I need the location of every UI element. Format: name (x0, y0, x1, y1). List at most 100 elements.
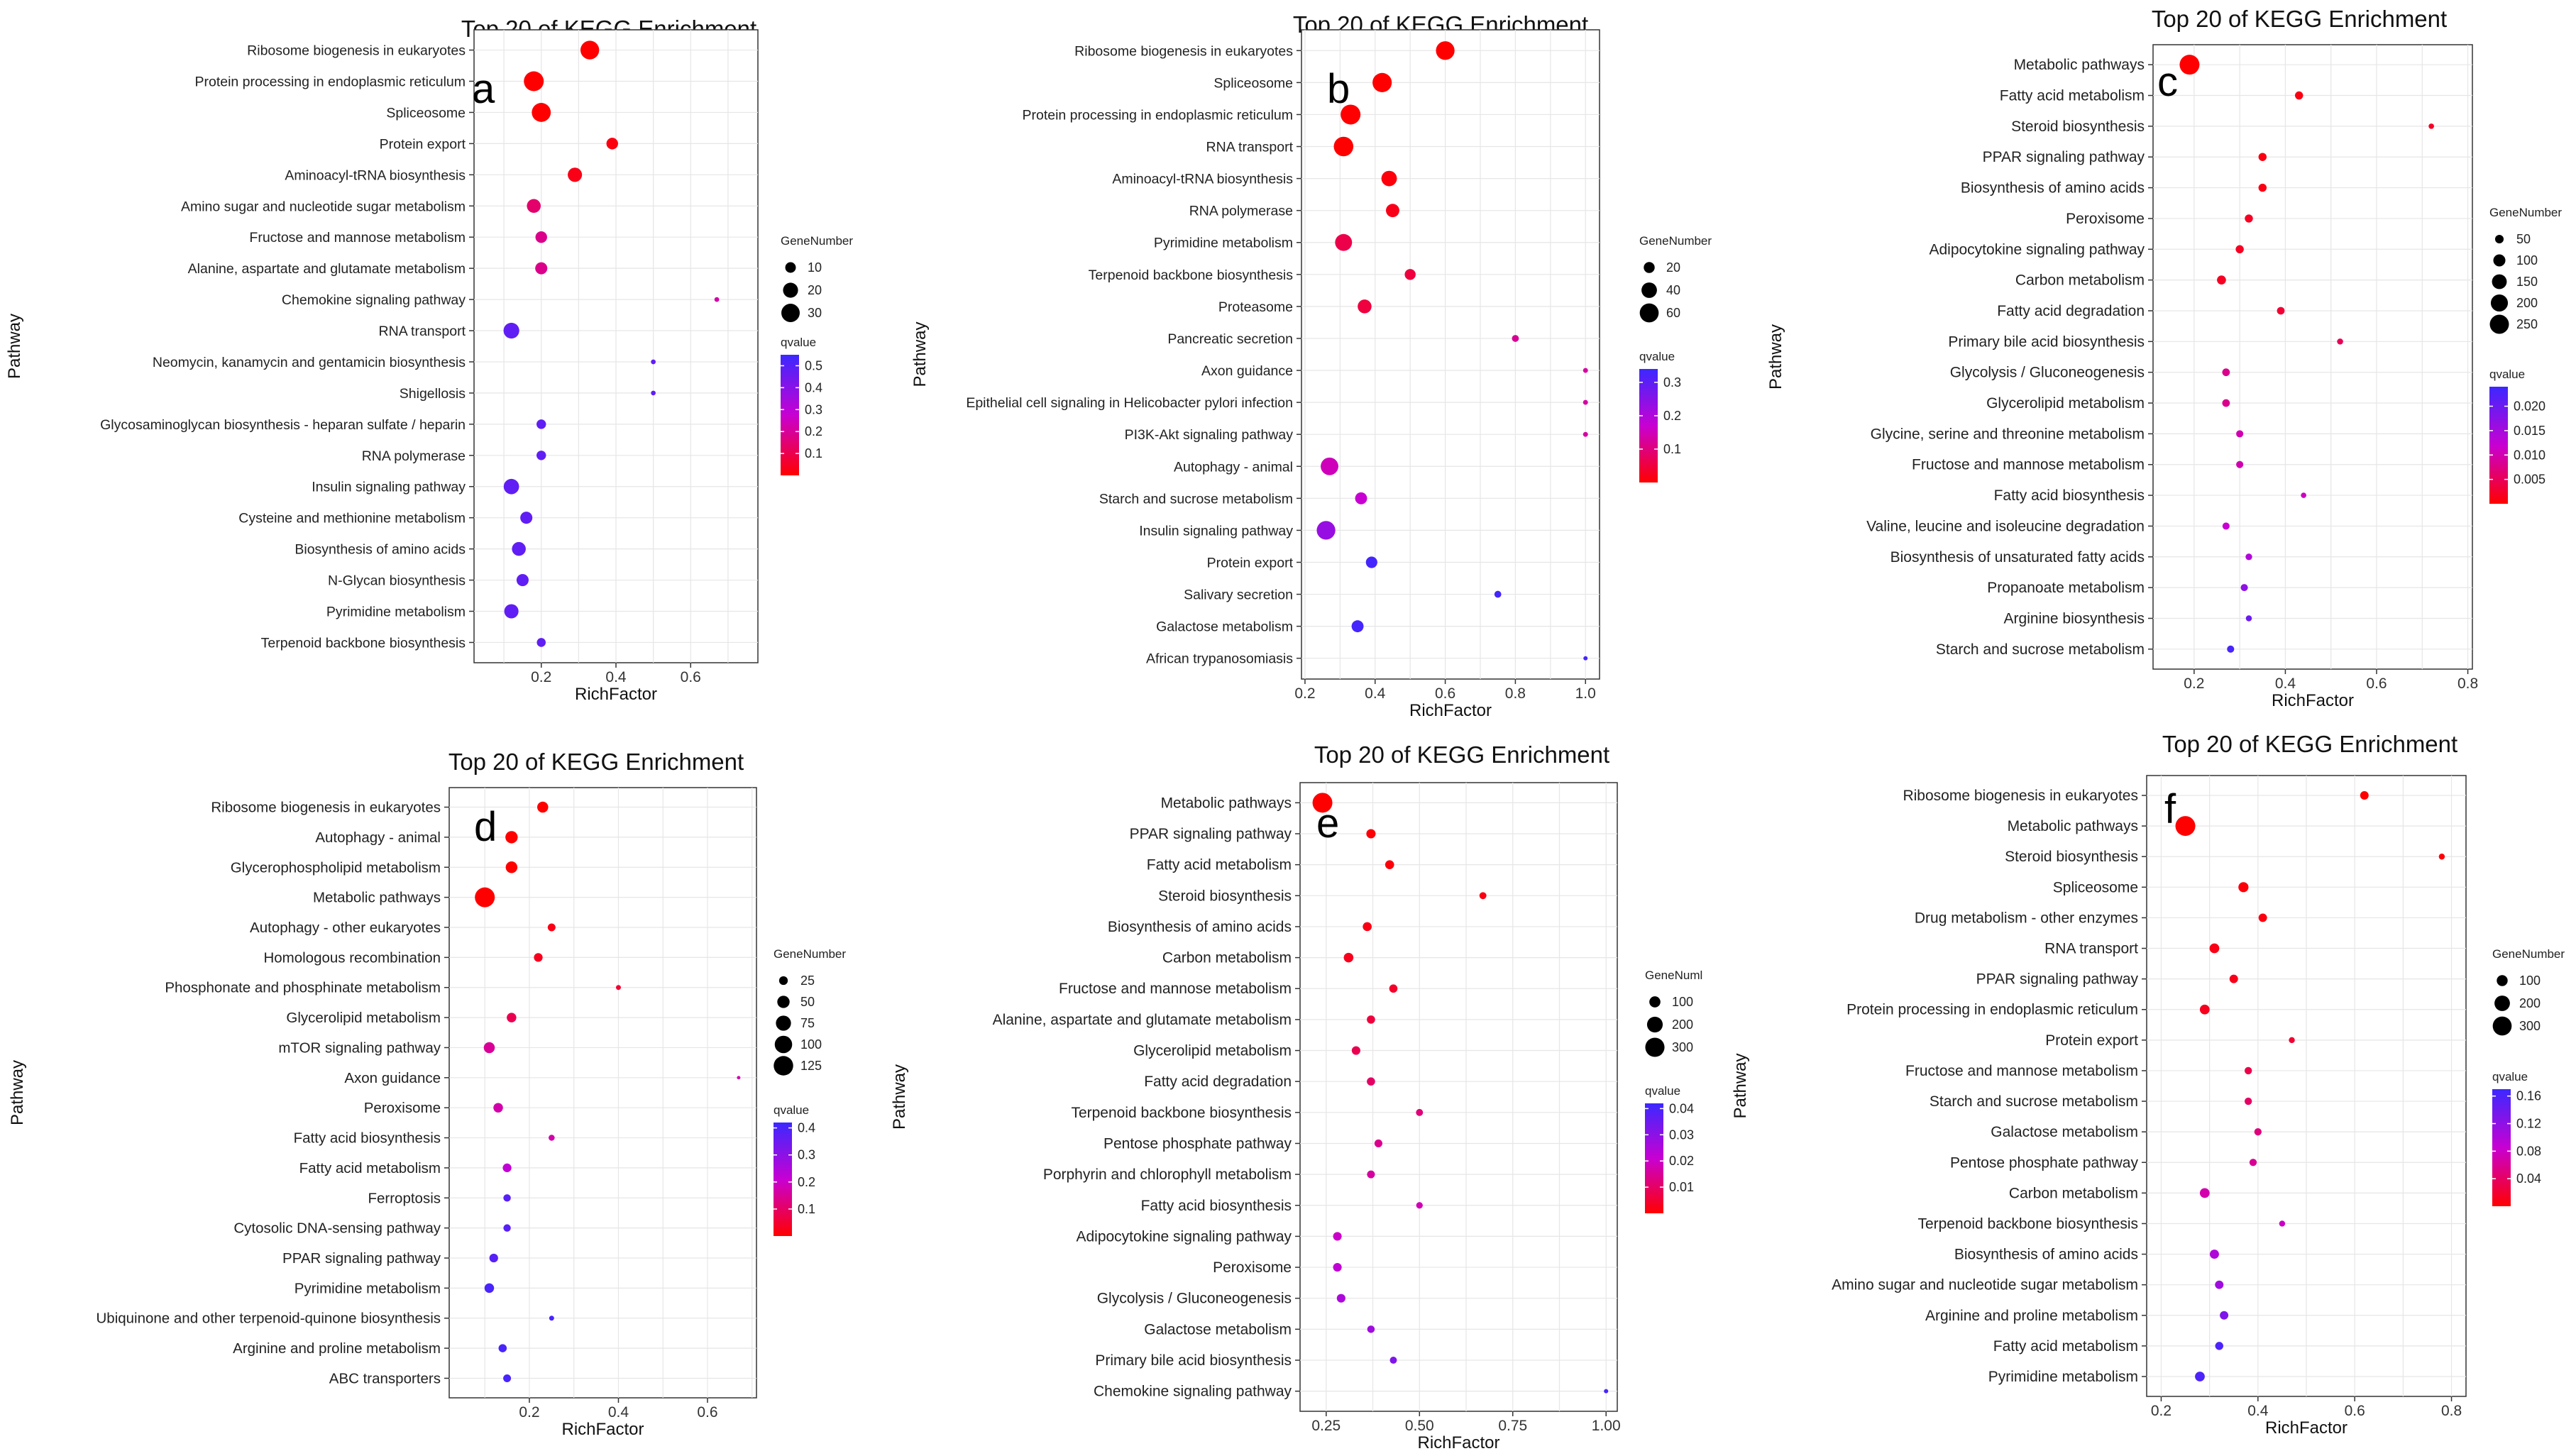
pathway-label: Autophagy - animal (1174, 459, 1293, 475)
data-point (2294, 91, 2303, 100)
size-legend-symbol (774, 1056, 793, 1076)
pathway-label: Starch and sucrose metabolism (1936, 641, 2145, 658)
size-legend-symbol (1644, 262, 1655, 273)
x-tick-label: 0.4 (2247, 1403, 2269, 1419)
x-tick-label: 0.4 (2275, 675, 2296, 692)
pathway-label: Peroxisome (2066, 211, 2145, 227)
data-point (1583, 431, 1588, 437)
pathway-label: Metabolic pathways (1161, 795, 1292, 811)
size-legend-label: 300 (1672, 1040, 1693, 1054)
color-legend-title: qvalue (2489, 368, 2525, 381)
pathway-label: Adipocytokine signaling pathway (1076, 1228, 1292, 1245)
color-legend-label: 0.2 (798, 1175, 815, 1189)
data-point (1335, 233, 1353, 251)
data-point (2438, 854, 2445, 860)
pathway-label: Aminoacyl-tRNA biosynthesis (1112, 172, 1293, 187)
pathway-label: Valine, leucine and isoleucine degradati… (1866, 518, 2145, 534)
color-legend-title: qvalue (774, 1103, 809, 1117)
pathway-label: Proteasome (1218, 299, 1293, 315)
size-legend-title: GeneNuml (1645, 969, 1702, 982)
size-legend-symbol (2494, 234, 2504, 244)
chart-panel-f: Top 20 of KEGG Enrichment 0.2 0.4 0.6 0.8 Ric… (1731, 731, 2565, 1438)
pathway-label: Ribosome biogenesis in eukaryotes (211, 800, 441, 816)
pathway-label: N-Glycan biosynthesis (328, 573, 466, 589)
x-tick-label: 0.2 (2151, 1403, 2172, 1419)
data-point (2277, 307, 2285, 315)
size-legend-symbol (776, 1015, 791, 1031)
data-point (536, 638, 546, 647)
data-point (1604, 1389, 1609, 1394)
chart-panel-e: Top 20 of KEGG Enrichment 0.25 0.50 0.75 1.0… (890, 741, 1702, 1452)
size-legend-symbol (2497, 975, 2508, 986)
color-legend-title: qvalue (1639, 350, 1675, 363)
pathway-label: Protein export (380, 136, 466, 152)
data-point (537, 801, 549, 813)
panel-label: d (474, 804, 497, 850)
color-legend-label: 0.1 (798, 1202, 815, 1216)
chart-title: Top 20 of KEGG Enrichment (2152, 6, 2447, 32)
data-point (1316, 521, 1336, 540)
data-point (2240, 584, 2248, 592)
data-point (504, 604, 519, 619)
data-point (1367, 1170, 1375, 1179)
pathway-label: African trypanosomiasis (1146, 651, 1293, 667)
data-point (580, 40, 600, 60)
data-point (2175, 816, 2196, 837)
pathway-label: Primary bile acid biosynthesis (1095, 1352, 1292, 1369)
y-axis-label: Pathway (910, 321, 930, 387)
pathway-label: Insulin signaling pathway (312, 480, 466, 495)
data-point (1389, 984, 1398, 993)
size-legend-label: 300 (2519, 1019, 2541, 1033)
color-legend-label: 0.01 (1669, 1180, 1694, 1194)
data-point (1341, 104, 1361, 125)
data-point (520, 512, 533, 524)
size-legend-label: 200 (2519, 996, 2541, 1010)
pathway-label: Shigellosis (400, 386, 466, 402)
color-legend-label: 0.04 (1669, 1101, 1694, 1115)
pathway-label: Alanine, aspartate and glutamate metabol… (993, 1012, 1292, 1028)
size-legend-label: 100 (2519, 974, 2541, 988)
pathway-label: Galactose metabolism (1144, 1321, 1292, 1338)
pathway-label: Adipocytokine signaling pathway (1929, 241, 2145, 258)
pathway-label: Amino sugar and nucleotide sugar metabol… (1832, 1277, 2138, 1294)
data-point (505, 831, 518, 844)
pathway-label: mTOR signaling pathway (278, 1039, 441, 1056)
pathway-label: Fatty acid metabolism (1993, 1338, 2138, 1355)
pathway-label: RNA transport (1206, 140, 1294, 155)
data-point (2279, 1220, 2286, 1227)
data-point (1583, 656, 1588, 661)
pathway-label: Fructose and mannose metabolism (1905, 1063, 2138, 1079)
x-tick-label: 0.6 (1435, 685, 1455, 702)
data-point (2258, 183, 2267, 192)
data-point (2245, 1066, 2252, 1075)
size-legend-symbol (2490, 294, 2509, 312)
data-point (512, 541, 526, 556)
pathway-label: Fatty acid biosynthesis (1994, 487, 2145, 504)
grid-lines (1301, 30, 1600, 679)
data-point (2222, 522, 2230, 530)
panel-label: c (2157, 59, 2178, 105)
pathway-label: Propanoate metabolism (1987, 580, 2145, 596)
pathway-label: Axon guidance (1201, 363, 1293, 379)
data-point (503, 478, 519, 495)
data-point (1386, 204, 1399, 218)
data-point (503, 1194, 511, 1202)
color-legend-label: 0.3 (805, 402, 822, 417)
data-point (2209, 943, 2220, 954)
size-legend-label: 100 (800, 1037, 822, 1052)
color-legend-label: 0.12 (2516, 1117, 2541, 1131)
size-legend-symbol (1639, 303, 1659, 323)
panel-label: a (472, 66, 495, 112)
pathway-label: Terpenoid backbone biosynthesis (261, 635, 466, 651)
x-tick-label: 0.4 (1365, 685, 1386, 702)
data-point (651, 390, 656, 396)
data-point (1351, 1046, 1360, 1055)
x-tick-label: 0.6 (681, 669, 701, 685)
data-point (1336, 1294, 1345, 1303)
pathway-label: Terpenoid backbone biosynthesis (1917, 1215, 2138, 1232)
pathway-label: Protein export (1207, 555, 1294, 570)
data-point (2301, 492, 2306, 498)
pathway-label: Pyrimidine metabolism (1154, 236, 1293, 251)
